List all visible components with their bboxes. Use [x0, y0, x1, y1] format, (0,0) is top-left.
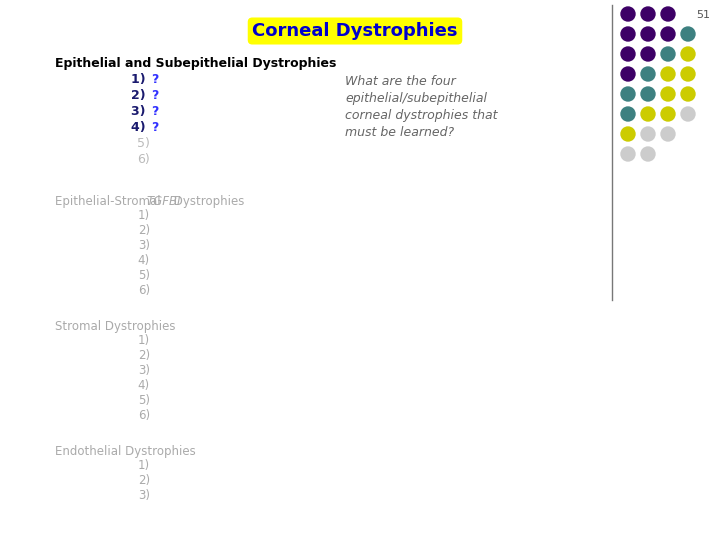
Text: 3): 3) [131, 105, 150, 118]
Text: 51: 51 [696, 10, 710, 20]
Circle shape [641, 47, 655, 61]
Circle shape [661, 67, 675, 81]
Text: 4): 4) [138, 254, 150, 267]
Circle shape [681, 67, 695, 81]
Circle shape [661, 7, 675, 21]
Text: 5): 5) [138, 394, 150, 407]
Circle shape [641, 107, 655, 121]
Text: 4): 4) [131, 121, 150, 134]
Text: 3): 3) [138, 364, 150, 377]
Text: 1): 1) [138, 209, 150, 222]
Circle shape [681, 87, 695, 101]
Circle shape [621, 27, 635, 41]
Text: Epithelial-Stromal: Epithelial-Stromal [55, 195, 164, 208]
Text: ?: ? [151, 89, 158, 102]
Text: TGFBI: TGFBI [146, 195, 181, 208]
Circle shape [681, 107, 695, 121]
Text: 6): 6) [138, 153, 150, 166]
Circle shape [681, 27, 695, 41]
Circle shape [641, 7, 655, 21]
Circle shape [621, 147, 635, 161]
Text: 1): 1) [138, 334, 150, 347]
Text: 3): 3) [138, 239, 150, 252]
Text: 4): 4) [138, 379, 150, 392]
Circle shape [661, 87, 675, 101]
Text: 2): 2) [138, 224, 150, 237]
Circle shape [621, 107, 635, 121]
Circle shape [681, 47, 695, 61]
Text: Epithelial and Subepithelial Dystrophies: Epithelial and Subepithelial Dystrophies [55, 57, 336, 70]
Text: 2): 2) [138, 474, 150, 487]
Text: Dystrophies: Dystrophies [170, 195, 245, 208]
Text: 1): 1) [131, 73, 150, 86]
Circle shape [621, 7, 635, 21]
Circle shape [661, 27, 675, 41]
Text: Endothelial Dystrophies: Endothelial Dystrophies [55, 445, 196, 458]
Circle shape [621, 67, 635, 81]
Text: 3): 3) [138, 489, 150, 502]
Text: What are the four
epithelial/subepithelial
corneal dystrophies that
must be lear: What are the four epithelial/subepitheli… [345, 75, 498, 139]
Circle shape [641, 147, 655, 161]
Text: 5): 5) [138, 269, 150, 282]
Text: Corneal Dystrophies: Corneal Dystrophies [252, 22, 458, 40]
Circle shape [661, 47, 675, 61]
Text: ?: ? [151, 73, 158, 86]
Text: 6): 6) [138, 284, 150, 297]
Text: 2): 2) [138, 349, 150, 362]
Circle shape [621, 127, 635, 141]
Circle shape [641, 67, 655, 81]
Circle shape [641, 87, 655, 101]
Text: ?: ? [151, 121, 158, 134]
Circle shape [621, 47, 635, 61]
Circle shape [661, 127, 675, 141]
Circle shape [641, 127, 655, 141]
Circle shape [661, 107, 675, 121]
Text: 1): 1) [138, 459, 150, 472]
Circle shape [621, 87, 635, 101]
Text: 6): 6) [138, 409, 150, 422]
Text: Stromal Dystrophies: Stromal Dystrophies [55, 320, 176, 333]
Text: 5): 5) [137, 137, 150, 150]
Circle shape [641, 27, 655, 41]
Text: 2): 2) [131, 89, 150, 102]
Text: ?: ? [151, 105, 158, 118]
